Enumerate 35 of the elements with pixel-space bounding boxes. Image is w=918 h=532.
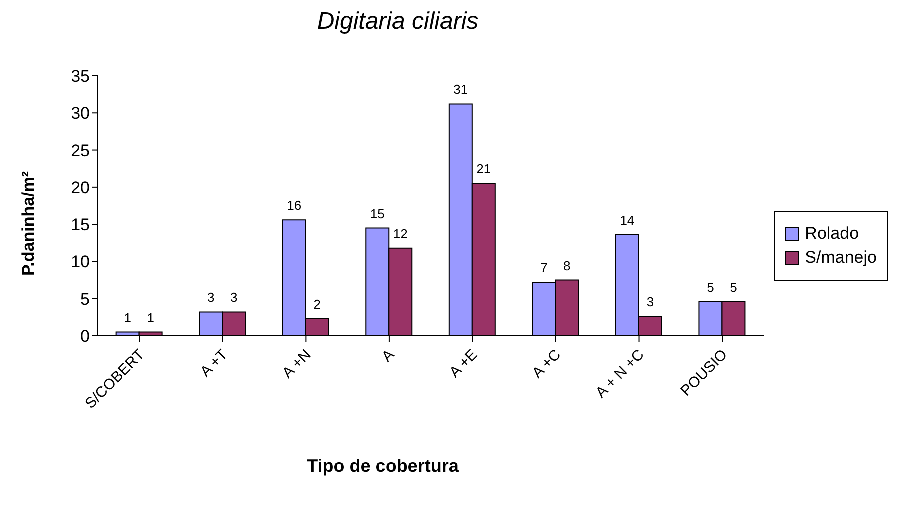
data-label: 8 — [564, 258, 571, 274]
y-axis-title: P.daninha/m² — [19, 171, 38, 276]
data-label: 5 — [730, 280, 738, 295]
x-tick-label: A +E — [446, 346, 482, 382]
x-tick-label: A +C — [529, 346, 565, 382]
x-tick-label: A + N +C — [592, 346, 648, 402]
y-tick-label: 0 — [80, 327, 90, 346]
data-label: 2 — [314, 296, 321, 312]
y-tick-label: 30 — [71, 104, 90, 124]
data-label: 3 — [646, 294, 654, 310]
y-tick-label: 35 — [71, 67, 90, 86]
x-tick-label: A +T — [197, 346, 232, 381]
x-tick-label: A — [378, 346, 398, 366]
data-label: 21 — [476, 162, 492, 177]
x-tick-label: A +N — [279, 346, 315, 382]
data-label: 1 — [147, 310, 154, 326]
data-label: 5 — [707, 280, 714, 295]
legend-label: S/manejo — [804, 248, 877, 268]
legend-label: Rolado — [804, 224, 860, 244]
x-axis-title: Tipo de cobertura — [306, 456, 460, 477]
y-tick-label: 10 — [71, 252, 90, 272]
data-label: 3 — [207, 290, 215, 306]
data-label: 3 — [230, 290, 238, 306]
chart-title: Digitaria ciliaris — [316, 8, 480, 36]
data-label: 31 — [454, 82, 468, 98]
y-tick-label: 5 — [80, 290, 90, 309]
data-label: 12 — [393, 226, 408, 242]
data-label: 1 — [124, 310, 132, 326]
data-label: 16 — [287, 198, 302, 214]
data-label: 14 — [620, 212, 635, 228]
y-tick-label: 25 — [71, 141, 90, 160]
data-label: 7 — [540, 260, 548, 276]
data-label: 15 — [370, 206, 385, 222]
y-tick-label: 15 — [71, 216, 90, 235]
y-tick-label: 20 — [71, 178, 90, 198]
